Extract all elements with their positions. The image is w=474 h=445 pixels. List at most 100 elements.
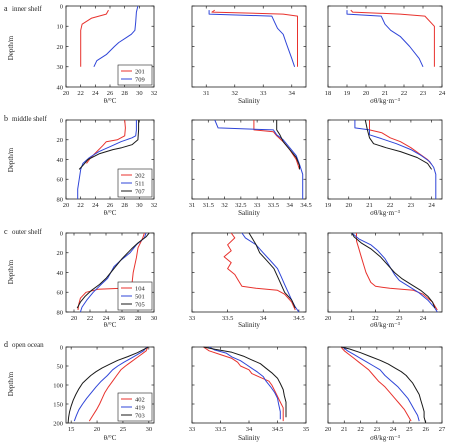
y-tick-label: 40 — [57, 84, 64, 91]
panel-letter-b: b — [4, 114, 8, 123]
x-tick-label: 22 — [372, 315, 379, 322]
y-tick-label: 20 — [57, 44, 64, 51]
x-tick-label: 34.5 — [293, 315, 304, 322]
x-tick-label: 25 — [406, 426, 413, 433]
x-tick-label: 35 — [303, 426, 310, 433]
x-tick-label: 26 — [422, 426, 429, 433]
y-tick-label: 80 — [57, 309, 64, 316]
y-tick-label: 200 — [53, 420, 63, 427]
panel-d-sigma: 20 21 22 23 24 25 26 27 — [325, 346, 446, 433]
x-tick-label: 21 — [349, 315, 356, 322]
x-tick-label: 23 — [408, 202, 415, 209]
x-tick-label: 32 — [221, 202, 228, 209]
x-label-theta-a: θ/°C — [104, 97, 117, 105]
y-axis-label-row-b: Depth/m — [7, 147, 15, 172]
plot-frame-b-sigma — [327, 119, 443, 200]
series-line-703 — [203, 346, 287, 418]
x-tick-label: 20 — [325, 426, 332, 433]
x-tick-label: 26 — [107, 90, 114, 97]
y-tick-label: 10 — [57, 24, 64, 31]
series-line-202 — [369, 120, 432, 165]
series-line-705 — [351, 232, 436, 309]
x-tick-label: 25 — [120, 426, 127, 433]
legend-label-402: 402 — [135, 396, 145, 403]
series-line-419 — [208, 346, 281, 420]
series-line-104 — [356, 233, 438, 311]
x-tick-label: 21 — [341, 426, 348, 433]
x-tick-label: 24 — [92, 202, 99, 209]
x-tick-label: 30 — [136, 202, 143, 209]
y-tick-label: 50 — [57, 363, 64, 370]
x-tick-label: 27 — [439, 426, 446, 433]
row-headers: a inner shelf b middle shelf c outer she… — [4, 4, 47, 349]
legend-box — [117, 64, 153, 86]
y-tick-label: 40 — [57, 157, 64, 164]
legend-label-501: 501 — [135, 293, 145, 300]
series-line-707 — [276, 120, 300, 170]
x-tick-label: 34 — [289, 90, 296, 97]
x-tick-label: 31 — [203, 90, 210, 97]
x-tick-label: 22 — [87, 315, 94, 322]
panel-d-salinity: 33 33.5 34 34.5 35 — [189, 346, 310, 433]
series-line-501 — [351, 232, 438, 313]
x-label-theta-c: θ/°C — [104, 321, 117, 329]
x-tick-label: 24 — [103, 315, 110, 322]
x-tick-label: 21 — [366, 202, 373, 209]
plot-frame-b-salinity — [191, 119, 307, 200]
x-tick-label: 20 — [94, 426, 101, 433]
x-label-theta-b: θ/°C — [104, 209, 117, 217]
panel-a-sigma: 18 19 20 21 22 23 24 — [325, 5, 446, 97]
x-tick-label: 34 — [286, 202, 293, 209]
x-tick-label: 22 — [77, 202, 84, 209]
y-tick-label: 40 — [57, 270, 64, 277]
x-tick-label: 28 — [135, 315, 142, 322]
series-line-511 — [77, 120, 137, 199]
y-axis-labels: Depth/m Depth/m Depth/m Depth/m — [7, 35, 15, 396]
x-tick-label: 26 — [119, 315, 126, 322]
x-tick-label: 23 — [420, 90, 427, 97]
x-tick-label: 33 — [260, 90, 267, 97]
series-line-707 — [364, 119, 433, 170]
x-tick-label: 33.5 — [222, 315, 233, 322]
x-tick-label: 32 — [151, 90, 158, 97]
x-tick-label: 23 — [396, 315, 403, 322]
legend-label-419: 419 — [135, 404, 145, 411]
series-line-201 — [350, 9, 435, 67]
x-tick-label: 20 — [345, 202, 352, 209]
x-tick-label: 30 — [146, 426, 153, 433]
legend-label-201: 201 — [135, 68, 145, 75]
series-line-705 — [248, 232, 296, 309]
x-label-salinity-b: Salinity — [238, 209, 260, 217]
y-tick-label: 60 — [57, 290, 64, 297]
panel-letter-c: c — [4, 227, 8, 236]
x-tick-label: 33 — [254, 202, 261, 209]
x-tick-label: 28 — [121, 90, 128, 97]
x-tick-label: 19 — [325, 202, 332, 209]
x-tick-label: 26 — [107, 202, 114, 209]
x-tick-label: 19 — [344, 90, 351, 97]
panel-letter-a: a — [4, 4, 8, 13]
series-line-202 — [253, 120, 300, 170]
x-label-salinity-a: Salinity — [238, 97, 260, 105]
plot-frame-a-sigma — [327, 5, 443, 88]
plot-frame-c-sigma — [327, 232, 443, 313]
panel-c-sigma: 20 21 22 23 24 — [325, 232, 443, 322]
y-axis-label-row-c: Depth/m — [7, 259, 15, 284]
series-line-709 — [346, 10, 424, 68]
legend-label-202: 202 — [135, 172, 145, 179]
panel-b-salinity: 31 31.5 32 32.5 33 33.5 34 34.5 — [189, 119, 312, 209]
series-line-419 — [73, 346, 148, 422]
legend-label-707: 707 — [135, 188, 146, 195]
y-tick-label: 30 — [57, 64, 64, 71]
x-tick-label: 33.5 — [215, 426, 226, 433]
y-tick-label: 0 — [60, 3, 63, 10]
x-tick-label: 18 — [325, 90, 332, 97]
x-tick-label: 34.5 — [272, 426, 283, 433]
series-line-201 — [211, 9, 298, 67]
